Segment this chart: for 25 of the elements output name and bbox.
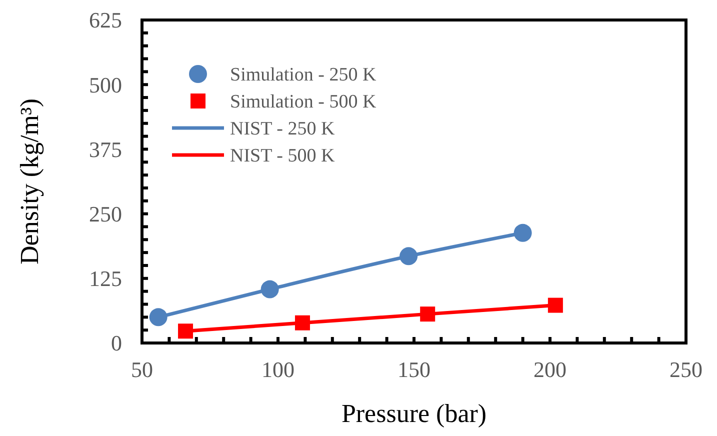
- x-tick-label: 100: [262, 357, 294, 382]
- y-tick-label: 500: [89, 72, 122, 98]
- point: [514, 224, 532, 242]
- point: [260, 280, 279, 298]
- legend-label: Simulation - 500 K: [230, 92, 376, 113]
- x-tick-label: 150: [398, 357, 430, 382]
- y-axis-title: Density (kg/m³): [15, 98, 44, 264]
- x-tick-label: 200: [534, 357, 566, 382]
- legend-label: Simulation - 250 K: [230, 64, 376, 86]
- y-tick-label: 375: [89, 136, 122, 162]
- point: [548, 298, 563, 313]
- legend-label: NIST - 500 K: [230, 146, 335, 167]
- x-tick-label: 250: [670, 357, 702, 382]
- y-tick-label: 250: [89, 202, 122, 226]
- point: [178, 324, 194, 339]
- point: [294, 315, 310, 330]
- legend-label: NIST - 250 K: [230, 118, 335, 140]
- y-tick-label: 625: [89, 8, 122, 33]
- point: [420, 306, 436, 322]
- x-axis-title: Pressure (bar): [341, 399, 487, 428]
- x-tick-label: 50: [131, 357, 153, 382]
- point: [400, 247, 418, 266]
- y-tick-label: 0: [111, 330, 122, 356]
- y-tick-label: 125: [89, 266, 122, 292]
- point: [149, 308, 168, 326]
